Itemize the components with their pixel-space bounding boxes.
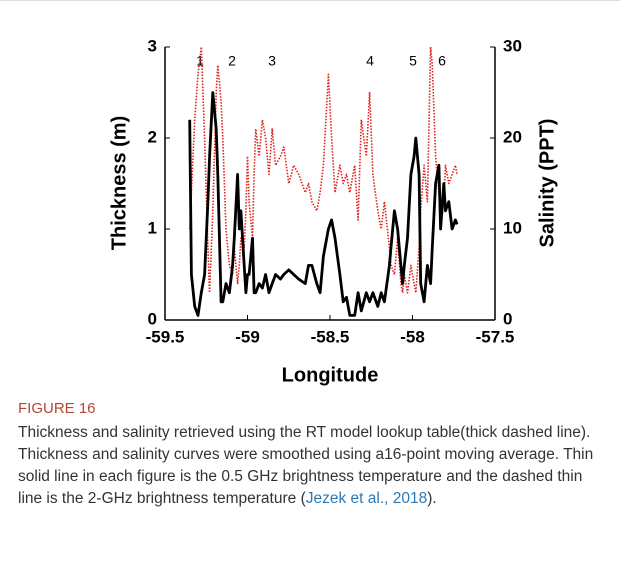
caption: FIGURE 16 Thickness and salinity retriev… xyxy=(18,398,608,510)
y-tick-label: 2 xyxy=(148,127,157,146)
y-tick-label: 0 xyxy=(148,309,157,328)
citation-link[interactable]: Jezek et al., 2018 xyxy=(305,490,428,507)
series-line xyxy=(188,46,458,294)
x-tick-label: -58.5 xyxy=(311,327,350,346)
caption-body: Thickness and salinity retrieved using t… xyxy=(18,424,594,507)
x-tick-label: -59 xyxy=(235,327,260,346)
y-tick-label: 3 xyxy=(148,36,157,55)
annotation: 6 xyxy=(438,53,446,69)
chart: Longitude Thickness (m) Salinity (PPT) -… xyxy=(0,0,620,386)
y2-tick-label: 10 xyxy=(503,218,522,237)
y2-tick-label: 20 xyxy=(503,127,522,146)
annotation: 5 xyxy=(409,53,417,69)
annotation: 2 xyxy=(228,53,236,69)
x-axis-label: Longitude xyxy=(282,364,379,386)
caption-end: ). xyxy=(427,490,437,507)
y2-axis-label: Salinity (PPT) xyxy=(536,119,558,248)
annotation: 3 xyxy=(268,53,276,69)
x-tick-label: -58 xyxy=(400,327,425,346)
series-line xyxy=(188,91,459,317)
y-axis-label: Thickness (m) xyxy=(108,116,130,250)
y2-tick-label: 30 xyxy=(503,36,522,55)
y-tick-label: 1 xyxy=(148,218,157,237)
caption-label: FIGURE 16 xyxy=(18,400,96,417)
caption-text: Thickness and salinity retrieved using t… xyxy=(18,422,608,510)
x-tick-label: -57.5 xyxy=(476,327,515,346)
x-tick-label: -59.5 xyxy=(146,327,185,346)
y2-tick-label: 0 xyxy=(503,309,512,328)
annotation: 4 xyxy=(366,53,374,69)
